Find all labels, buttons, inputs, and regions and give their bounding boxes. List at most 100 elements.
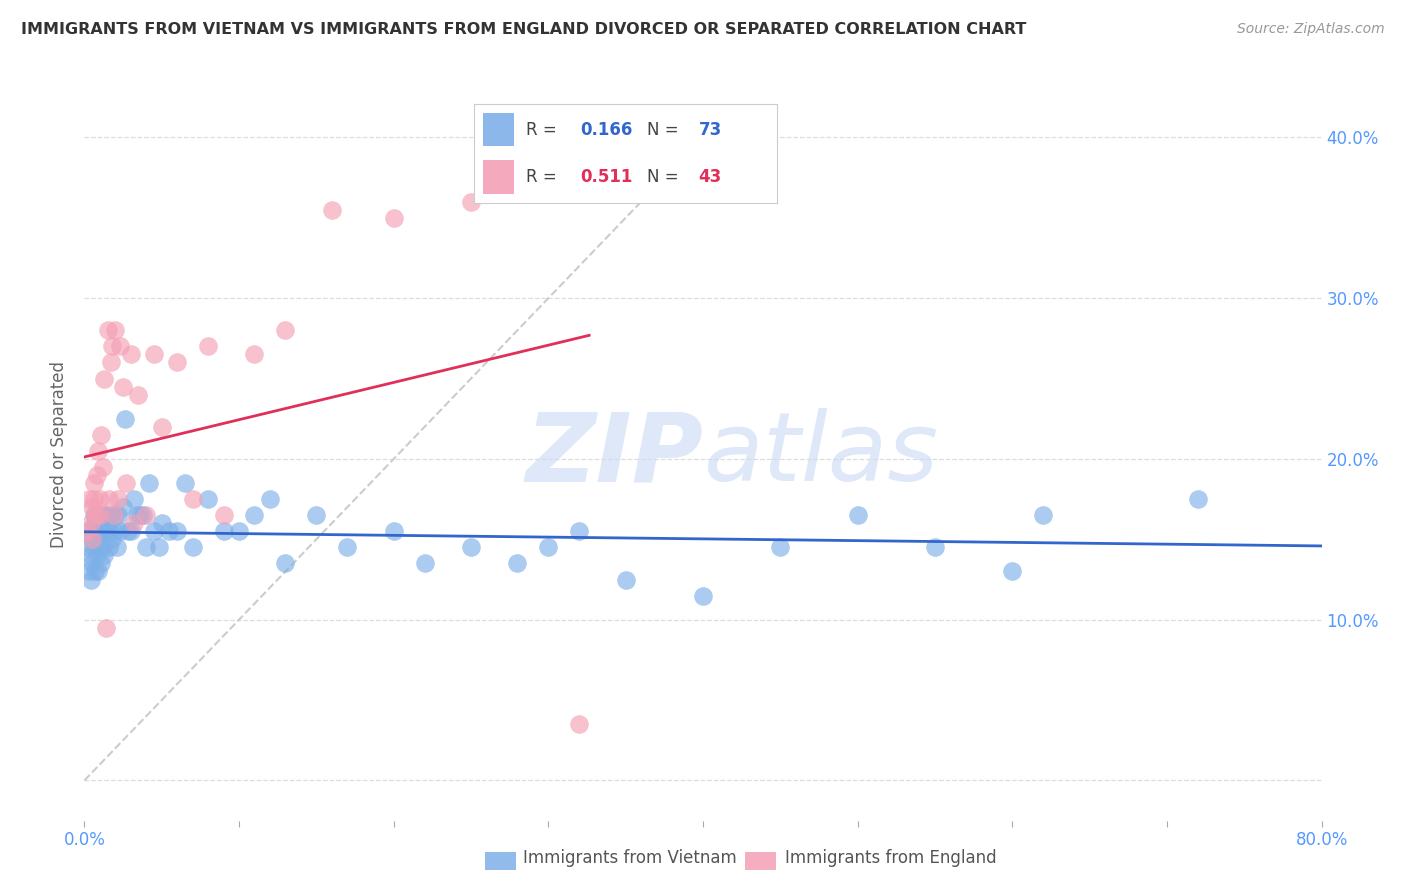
Point <box>243 347 266 361</box>
Text: atlas: atlas <box>703 409 938 501</box>
Point <box>150 419 173 434</box>
Point <box>101 339 124 353</box>
Point <box>159 524 181 539</box>
Point <box>143 347 166 361</box>
Point <box>125 508 148 523</box>
Point <box>108 524 131 539</box>
Point <box>89 508 111 523</box>
Point <box>86 524 108 539</box>
Point <box>101 533 124 547</box>
Point <box>1001 565 1024 579</box>
Point <box>83 492 105 507</box>
Text: ZIP: ZIP <box>524 409 703 501</box>
Point <box>166 355 188 369</box>
Point <box>769 541 792 555</box>
Point <box>243 508 266 523</box>
Point <box>86 549 108 563</box>
Point <box>122 492 145 507</box>
Point <box>128 387 150 401</box>
Point <box>98 492 121 507</box>
Point <box>91 541 114 555</box>
Point <box>84 565 107 579</box>
Point <box>274 323 297 337</box>
Text: Immigrants from Vietnam: Immigrants from Vietnam <box>523 849 737 867</box>
Point <box>166 524 188 539</box>
Point <box>83 476 105 491</box>
Point <box>143 524 166 539</box>
Point <box>321 202 343 217</box>
Point <box>77 565 100 579</box>
Point <box>97 323 120 337</box>
Point <box>120 347 142 361</box>
Point <box>228 524 250 539</box>
Point <box>77 524 100 539</box>
Point <box>129 508 152 523</box>
Point <box>568 524 591 539</box>
Point <box>107 492 129 507</box>
Point <box>614 573 637 587</box>
Point <box>93 524 115 539</box>
Point <box>197 339 219 353</box>
Point <box>174 476 197 491</box>
Point <box>100 508 122 523</box>
Point <box>91 508 114 523</box>
Point <box>108 339 131 353</box>
Point <box>132 508 155 523</box>
Point <box>105 541 128 555</box>
Point <box>120 524 142 539</box>
Point <box>148 541 170 555</box>
Point <box>87 565 110 579</box>
Point <box>115 476 138 491</box>
Point <box>103 508 125 523</box>
Point <box>83 541 105 555</box>
Point <box>138 476 160 491</box>
Point <box>259 492 281 507</box>
Point <box>82 557 104 571</box>
Point <box>79 573 101 587</box>
Point <box>112 379 135 393</box>
Point <box>150 516 173 531</box>
Point <box>87 443 110 458</box>
Point <box>93 371 115 385</box>
Point <box>336 541 359 555</box>
Point <box>76 524 98 539</box>
Point <box>90 557 112 571</box>
Point <box>382 211 405 225</box>
Point <box>197 492 219 507</box>
Point <box>87 508 110 523</box>
Point <box>84 516 107 531</box>
Point <box>846 508 869 523</box>
Text: IMMIGRANTS FROM VIETNAM VS IMMIGRANTS FROM ENGLAND DIVORCED OR SEPARATED CORRELA: IMMIGRANTS FROM VIETNAM VS IMMIGRANTS FR… <box>21 22 1026 37</box>
Point <box>91 460 114 475</box>
Point <box>117 524 139 539</box>
Point <box>89 541 111 555</box>
Point <box>94 621 117 635</box>
Point <box>107 508 129 523</box>
Point <box>112 500 135 515</box>
Point <box>98 541 121 555</box>
Point <box>460 541 482 555</box>
Text: Immigrants from England: Immigrants from England <box>785 849 997 867</box>
Point <box>83 508 105 523</box>
Point <box>212 508 235 523</box>
Point <box>537 541 560 555</box>
Point <box>76 541 98 555</box>
Point <box>98 524 121 539</box>
Point <box>924 541 946 555</box>
Point <box>135 541 157 555</box>
Point <box>94 508 117 523</box>
Point <box>114 411 136 425</box>
Point <box>460 194 482 209</box>
Point <box>212 524 235 539</box>
Y-axis label: Divorced or Separated: Divorced or Separated <box>51 361 69 549</box>
Point <box>692 589 714 603</box>
Point <box>122 516 145 531</box>
Point <box>79 516 101 531</box>
Point <box>89 492 111 507</box>
Point <box>506 557 529 571</box>
Point <box>181 541 204 555</box>
Point <box>79 549 101 563</box>
Text: Source: ZipAtlas.com: Source: ZipAtlas.com <box>1237 22 1385 37</box>
Point <box>100 355 122 369</box>
Point <box>93 549 115 563</box>
